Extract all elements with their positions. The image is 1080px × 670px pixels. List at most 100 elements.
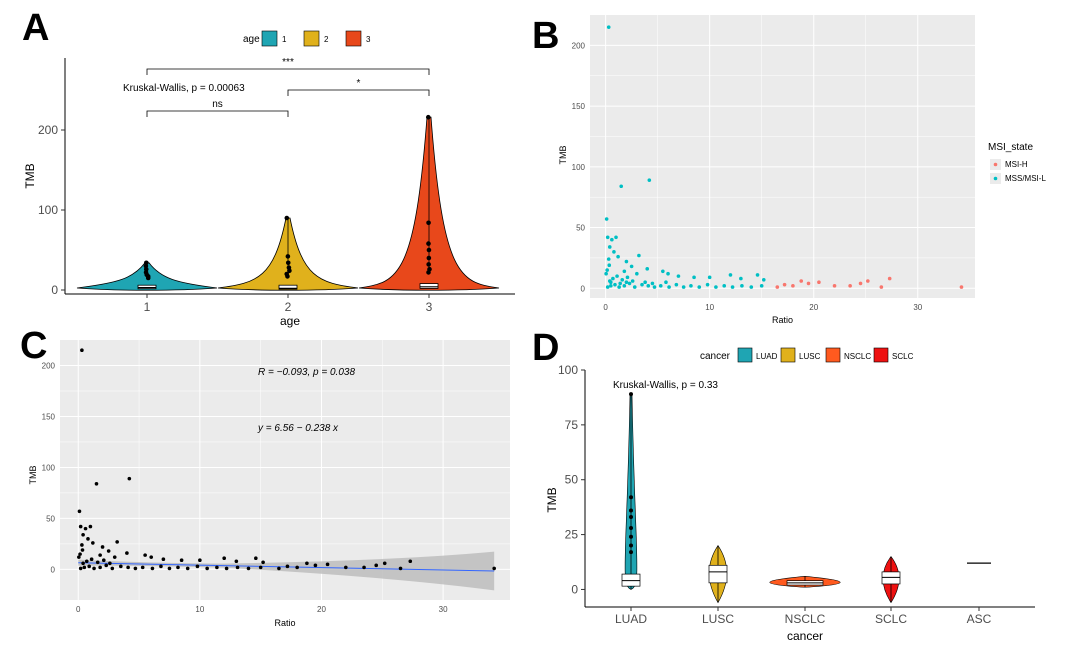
c-point [101, 558, 106, 563]
d-y-tick-label: 75 [565, 418, 579, 432]
b-point-mss [620, 277, 625, 282]
a-legend-key [261, 30, 278, 47]
b-point-mss [664, 280, 668, 285]
c-point [81, 532, 85, 537]
c-point [78, 524, 83, 529]
c-point [215, 565, 219, 570]
b-point-msi-h [959, 285, 964, 289]
c-x-tick-label: 20 [317, 605, 326, 614]
c-point [150, 566, 155, 571]
b-point-mss [707, 275, 712, 280]
c-point [80, 548, 85, 552]
b-point-mss [613, 282, 617, 287]
c-x-tick-label: 30 [439, 605, 448, 614]
c-point [104, 563, 109, 568]
c-point [86, 537, 90, 541]
c-point [100, 545, 105, 549]
b-y-tick-label: 150 [572, 102, 586, 111]
a-y-tick-label: 0 [51, 283, 58, 297]
b-point-mss [625, 275, 630, 280]
b-point-mss [645, 267, 650, 271]
d-y-tick-label: 100 [558, 363, 578, 377]
b-point-mss [740, 284, 744, 288]
a-box [278, 284, 298, 290]
a-legend-key [303, 30, 320, 47]
c-point [106, 549, 111, 553]
c-point [325, 562, 330, 567]
c-point [261, 560, 265, 565]
c-point [77, 509, 82, 514]
d-legend-label: NSCLC [844, 352, 871, 361]
d-box [881, 571, 901, 585]
c-y-tick-label: 200 [42, 361, 56, 370]
d-outlier-point [629, 526, 633, 530]
panel-a-chart: 0 100 200 1 2 3 age TMB Kruskal-Wallis, p = 0.00… [23, 30, 515, 328]
c-point [78, 552, 82, 556]
b-point-mss [739, 276, 743, 281]
c-correlation-annotation: R = −0.093, p = 0.038 [258, 367, 355, 378]
c-point [344, 565, 348, 570]
b-point-mss [622, 284, 627, 288]
b-point-mss [604, 217, 609, 221]
a-outlier-point [426, 255, 432, 261]
b-point-mss [761, 277, 766, 282]
b-y-tick-label: 0 [581, 284, 586, 293]
panel-label-a: A [22, 7, 49, 49]
d-legend-label: SCLC [892, 352, 914, 361]
c-point [398, 566, 403, 571]
c-point [198, 558, 202, 563]
d-box [708, 564, 728, 584]
b-point-msi-h [817, 280, 821, 285]
c-equation-annotation: y = 6.56 − 0.238 x [257, 423, 339, 434]
b-point-mss [722, 284, 727, 288]
c-point [95, 560, 100, 565]
b-point-mss [666, 271, 670, 276]
a-outlier-point [425, 114, 431, 120]
c-point [108, 561, 112, 566]
b-point-mss [643, 280, 647, 285]
c-point [110, 566, 115, 571]
panel-b-chart: 0 10 20 30 0 50 100 150 200 Ratio TMB MSI_state MSI-… [558, 15, 1046, 325]
c-point [91, 541, 95, 545]
b-point-mss [619, 184, 624, 189]
b-y-axis-title: TMB [558, 146, 568, 165]
b-point-msi-h [832, 284, 837, 288]
c-point [83, 526, 88, 531]
c-point [305, 561, 309, 566]
a-comparison-label: ns [212, 99, 223, 110]
a-outlier-point [284, 271, 289, 277]
d-outlier-point [629, 543, 633, 548]
c-point [374, 563, 379, 568]
d-x-tick-label: NSCLC [785, 612, 826, 626]
b-point-mss [604, 271, 608, 276]
a-x-tick-label: 1 [144, 300, 151, 314]
b-x-tick-label: 0 [603, 303, 608, 312]
c-point [185, 566, 190, 571]
c-point [234, 559, 239, 564]
b-point-mss [630, 279, 635, 283]
c-point [176, 565, 180, 570]
c-point [80, 348, 84, 352]
b-point-mss [697, 285, 702, 289]
c-point [149, 555, 154, 559]
b-point-msi-h [791, 284, 795, 288]
b-point-msi-h [782, 282, 787, 287]
b-point-mss [622, 269, 627, 274]
a-outlier-point [426, 220, 431, 226]
a-y-tick-label: 200 [38, 123, 58, 137]
a-outlier-point [285, 254, 291, 259]
b-point-mss [755, 273, 760, 277]
c-point [205, 566, 209, 571]
b-point-mss [647, 178, 652, 182]
b-point-mss [614, 235, 618, 240]
a-y-axis-title: TMB [23, 163, 37, 188]
c-point [285, 564, 290, 569]
c-point [133, 566, 138, 571]
d-x-axis-title: cancer [787, 629, 823, 643]
b-legend-label: MSI-H [1005, 160, 1028, 169]
b-point-mss [629, 264, 634, 269]
b-point-msi-h [848, 284, 852, 288]
b-point-mss [607, 263, 612, 268]
d-legend-label: LUSC [799, 352, 821, 361]
